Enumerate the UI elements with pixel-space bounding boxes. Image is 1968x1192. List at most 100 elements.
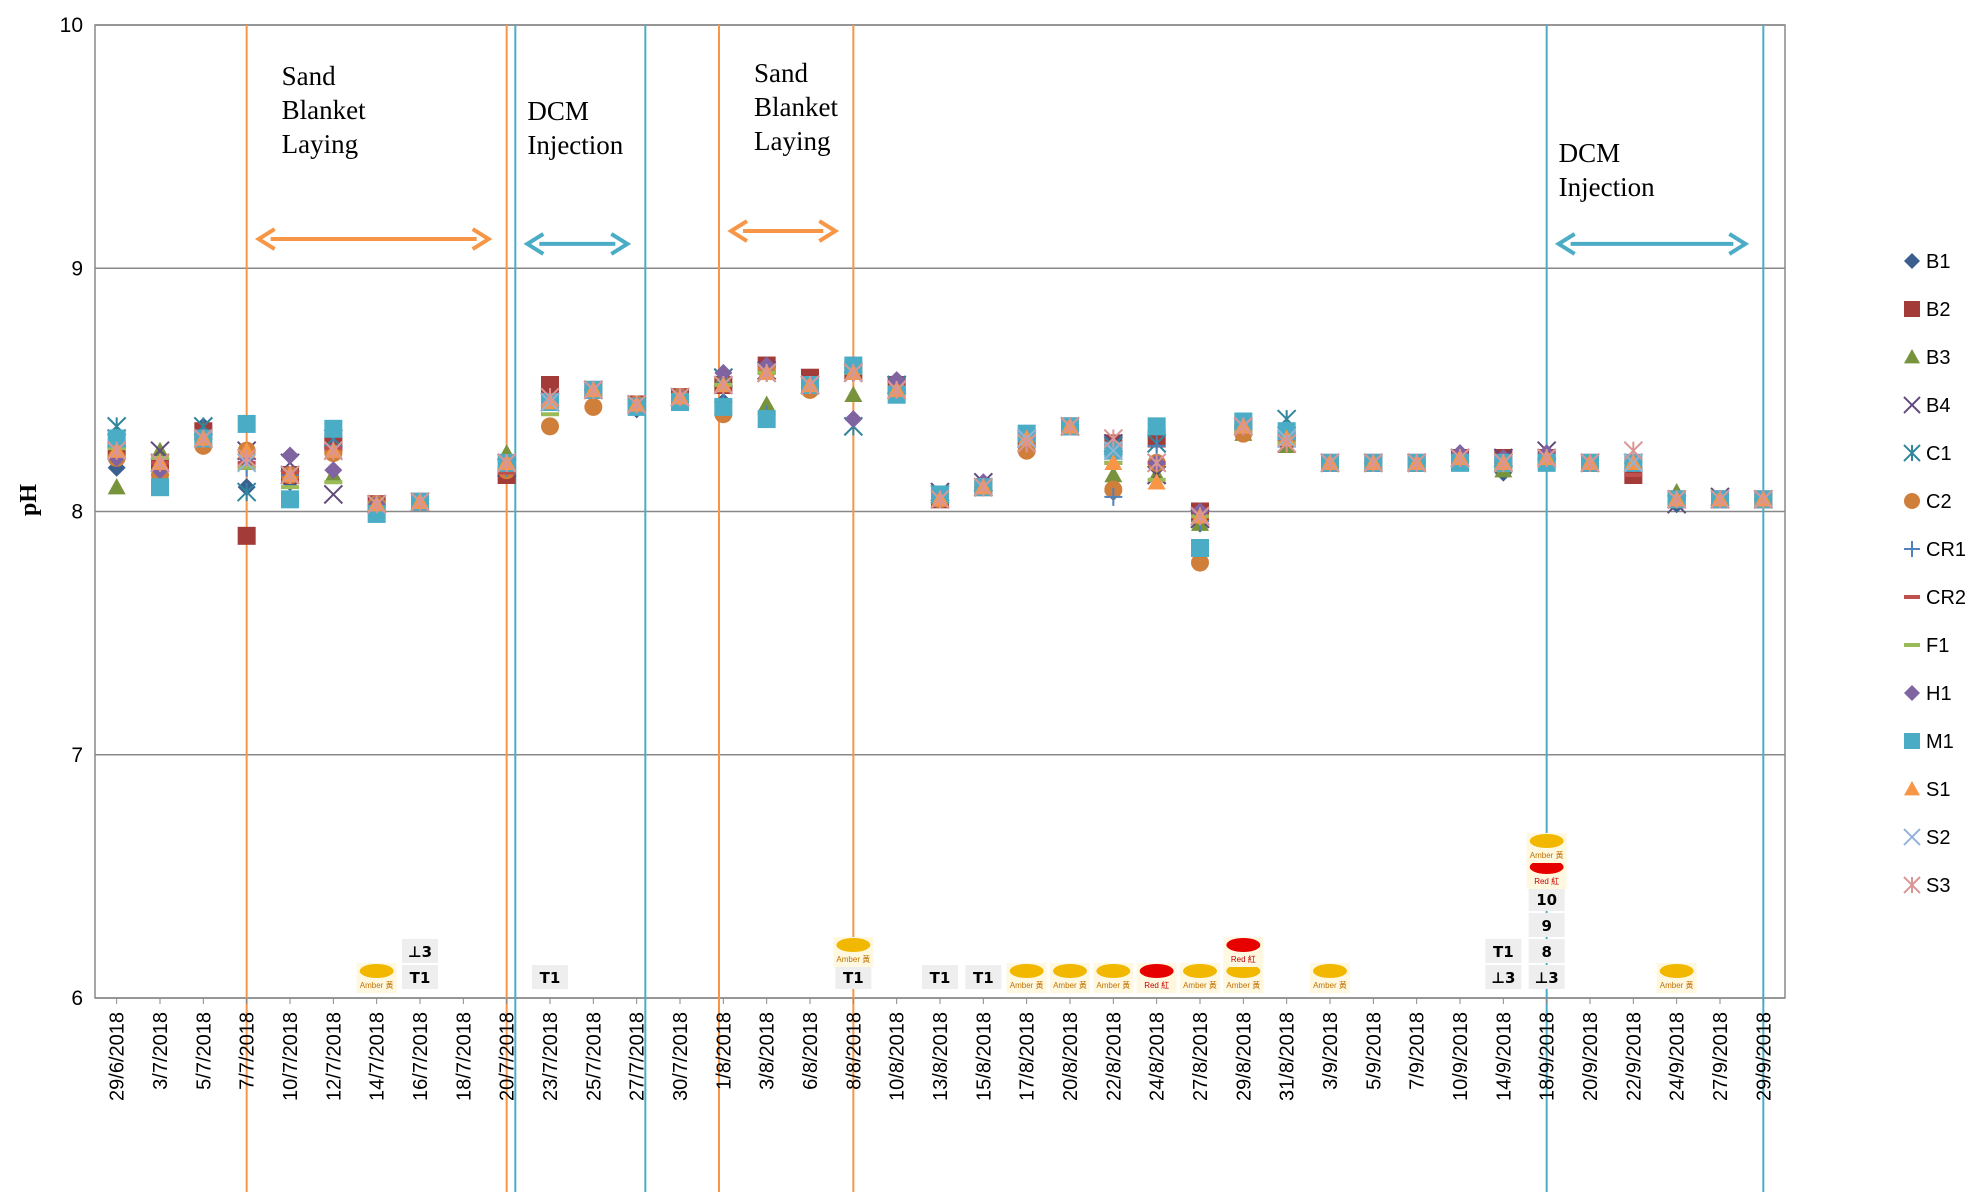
legend-item-m1: M1 xyxy=(1904,731,1954,753)
data-point-m1 xyxy=(151,478,169,497)
legend-marker xyxy=(1904,541,1920,557)
legend-label: F1 xyxy=(1926,635,1949,657)
x-tick-label: 27/7/2018 xyxy=(627,1012,649,1101)
data-point-b2 xyxy=(237,526,256,545)
legend: B1 B2 B3 B4 C1 C2 CR1 CR2 F1 H1 M1 S1 S2 S3 xyxy=(1903,251,1966,897)
x-tick-label: 7/9/2018 xyxy=(1407,1012,1429,1090)
legend-item-cr2: CR2 xyxy=(1904,587,1966,609)
signal-plate xyxy=(1528,913,1565,937)
rain-cloud xyxy=(1009,964,1044,978)
x-tick-label: 20/8/2018 xyxy=(1060,1012,1082,1101)
rain-cloud xyxy=(1313,964,1347,978)
data-point-s3 xyxy=(1060,416,1080,437)
data-point-s3 xyxy=(323,440,344,461)
x-tick-label: 22/8/2018 xyxy=(1103,1012,1125,1101)
data-point-s3 xyxy=(1320,453,1340,473)
legend-label: CR1 xyxy=(1926,539,1966,561)
warning-label: Red 紅 xyxy=(1231,954,1256,964)
x-tick-label: 27/9/2018 xyxy=(1710,1012,1732,1101)
data-point-s3 xyxy=(670,387,690,407)
warning-label: Amber 黃 xyxy=(1010,980,1044,990)
rain-cloud xyxy=(1053,964,1087,978)
x-tick-label: 10/7/2018 xyxy=(280,1012,302,1101)
legend-label: M1 xyxy=(1926,731,1954,753)
x-tick-label: 14/9/2018 xyxy=(1493,1012,1515,1101)
data-point-b3 xyxy=(844,385,863,402)
legend-item-s1: S1 xyxy=(1904,779,1950,801)
signal-plate xyxy=(1528,887,1565,911)
legend-marker xyxy=(1903,396,1921,414)
series-c2 xyxy=(107,356,1773,572)
phase-label: DCM xyxy=(527,96,589,126)
phase-arrow-head-right xyxy=(471,227,493,251)
data-point-s3 xyxy=(150,453,170,473)
signal-label: 9 xyxy=(1541,917,1551,935)
legend-item-cr1: CR1 xyxy=(1904,539,1966,561)
series-s3 xyxy=(106,363,1774,527)
x-tick-label: 18/9/2018 xyxy=(1537,1012,1559,1101)
data-point-s3 xyxy=(540,387,560,407)
data-marks xyxy=(106,356,1774,572)
phase-label: Laying xyxy=(282,129,358,159)
x-tick-label: 5/9/2018 xyxy=(1363,1012,1385,1090)
legend-marker xyxy=(1903,828,1921,846)
signal-label: ⊥3 xyxy=(1535,969,1559,987)
typhoon-signal-icon: ⊥3 xyxy=(1485,965,1522,989)
warning-label: Amber 黃 xyxy=(836,954,870,964)
phase-label: Sand xyxy=(282,61,337,91)
data-point-m1 xyxy=(324,419,343,438)
signal-plate xyxy=(1485,965,1522,989)
data-point-h1 xyxy=(324,461,343,480)
phase-arrow-head-right xyxy=(1728,232,1750,256)
data-point-s3 xyxy=(1753,489,1774,510)
data-point-m1 xyxy=(757,410,776,429)
data-point-s3 xyxy=(410,492,430,512)
data-point-b3 xyxy=(757,395,776,412)
x-tick-label: 25/7/2018 xyxy=(583,1012,605,1101)
data-point-s3 xyxy=(1146,453,1167,473)
legend-label: B1 xyxy=(1926,251,1950,273)
typhoon-signal-icon: 9 xyxy=(1528,913,1565,937)
series-m1 xyxy=(107,356,1773,557)
warning-label: Amber 黃 xyxy=(1183,980,1217,990)
data-point-s3 xyxy=(1493,453,1514,473)
phase-annotations: Sand Blanket Laying DCM Injection Sand Blanket… xyxy=(245,25,1765,1192)
amber-rain-icon: Amber 黃 xyxy=(1656,963,1697,993)
rain-cloud xyxy=(1529,860,1564,874)
amber-rain-icon: Amber 黃 xyxy=(1093,963,1134,993)
warning-label: Amber 黃 xyxy=(1096,980,1130,990)
x-tick-label: 10/9/2018 xyxy=(1450,1012,1472,1101)
data-point-s3 xyxy=(1363,453,1384,473)
legend-marker xyxy=(1904,493,1920,509)
data-point-h1 xyxy=(714,363,733,382)
data-point-b2 xyxy=(541,376,559,395)
x-tick-label: 6/8/2018 xyxy=(800,1012,822,1090)
x-tick-label: 5/7/2018 xyxy=(193,1012,215,1090)
data-point-s3 xyxy=(973,477,994,497)
data-point-s3 xyxy=(583,380,604,400)
legend-marker xyxy=(1904,733,1920,749)
phase-1: DCM Injection xyxy=(514,25,647,1192)
data-point-m1 xyxy=(1191,538,1209,557)
data-point-s3 xyxy=(236,448,257,468)
data-point-s3 xyxy=(1536,448,1557,468)
typhoon-signal-icon: ⊥3 xyxy=(1528,965,1565,989)
amber-rain-icon: Amber 黃 xyxy=(1006,963,1047,993)
data-point-s3 xyxy=(756,363,777,383)
legend-item-b2: B2 xyxy=(1904,299,1950,321)
legend-label: CR2 xyxy=(1926,587,1966,609)
y-axis-label: pH xyxy=(16,484,42,516)
data-point-b3 xyxy=(1104,466,1123,483)
rain-cloud xyxy=(1226,938,1261,952)
legend-marker xyxy=(1903,876,1921,894)
x-tick-label: 10/8/2018 xyxy=(887,1012,909,1101)
signal-plate xyxy=(835,965,872,989)
x-tick-label: 31/8/2018 xyxy=(1277,1012,1299,1101)
typhoon-signal-icon: 8 xyxy=(1528,939,1565,963)
phase-label: Injection xyxy=(1559,172,1655,202)
phase-label: Laying xyxy=(754,126,830,156)
typhoon-signal-icon: T1 xyxy=(922,965,958,989)
signal-plate xyxy=(1528,939,1565,963)
x-tick-label: 30/7/2018 xyxy=(670,1012,692,1101)
